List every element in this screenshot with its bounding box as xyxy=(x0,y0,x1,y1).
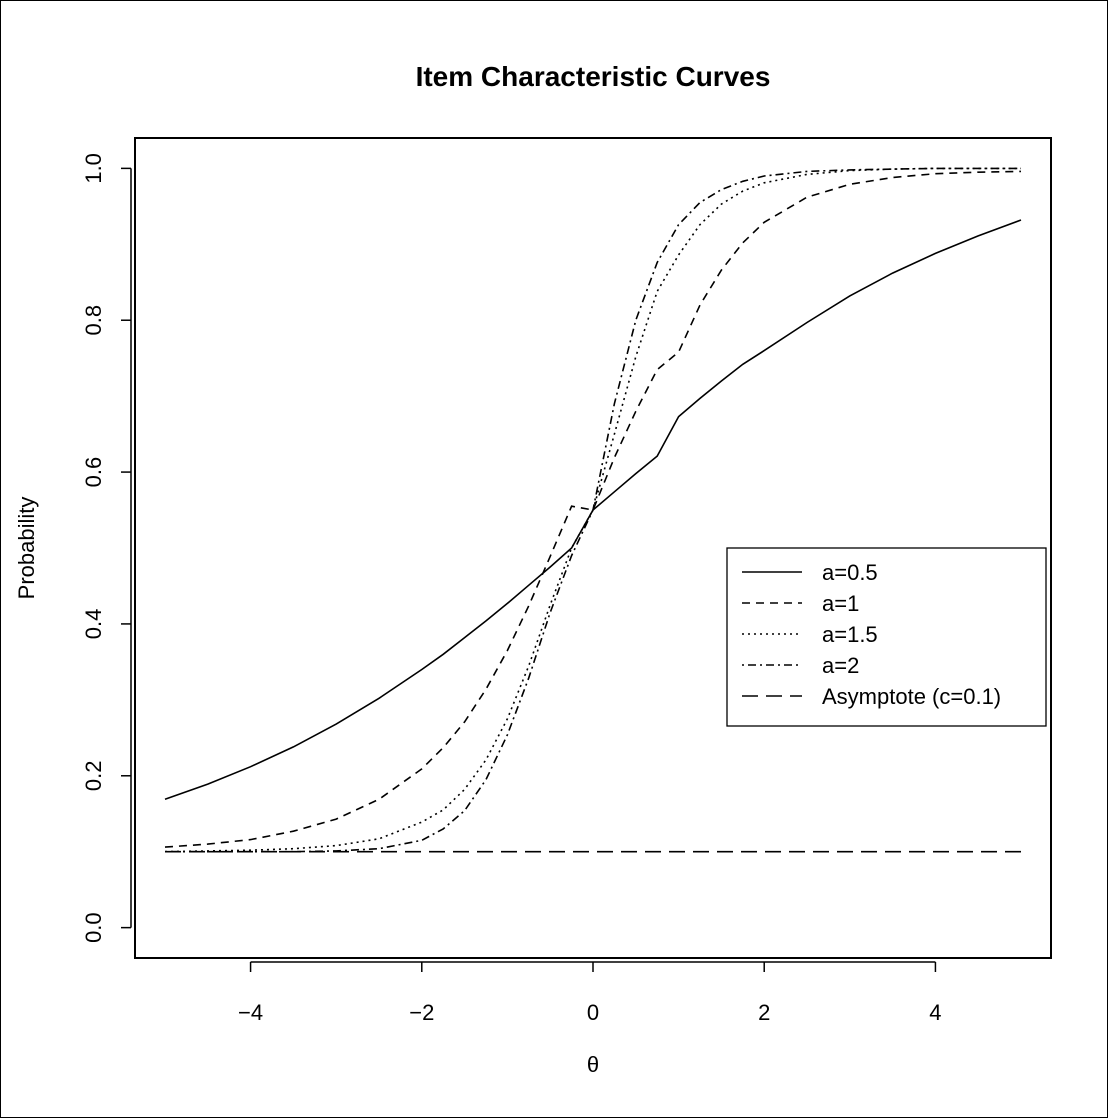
x-tick-label: 2 xyxy=(758,1000,770,1025)
chart-title: Item Characteristic Curves xyxy=(416,61,771,92)
y-axis-title: Probability xyxy=(14,497,39,600)
y-tick-label: 0.0 xyxy=(81,912,106,943)
y-axis: 0.0 0.2 0.4 0.6 0.8 1.0 xyxy=(81,153,131,943)
x-axis: −4 −2 0 2 4 xyxy=(238,962,942,1025)
y-tick-label: 1.0 xyxy=(81,153,106,184)
legend-label: a=0.5 xyxy=(822,560,878,585)
legend-label: Asymptote (c=0.1) xyxy=(822,684,1001,709)
series-line-3 xyxy=(165,168,1021,851)
legend-label: a=1 xyxy=(822,591,859,616)
legend-label: a=2 xyxy=(822,653,859,678)
legend-label: a=1.5 xyxy=(822,622,878,647)
x-tick-label: −4 xyxy=(238,1000,263,1025)
y-tick-label: 0.2 xyxy=(81,760,106,791)
y-tick-label: 0.6 xyxy=(81,457,106,488)
y-tick-label: 0.4 xyxy=(81,609,106,640)
x-tick-label: 0 xyxy=(587,1000,599,1025)
x-axis-title: θ xyxy=(587,1052,599,1077)
series-group xyxy=(165,168,1021,851)
x-tick-label: −2 xyxy=(409,1000,434,1025)
x-tick-label: 4 xyxy=(929,1000,941,1025)
legend: a=0.5 a=1 a=1.5 a=2 Asymptote (c=0.1) xyxy=(727,548,1046,726)
y-tick-label: 0.8 xyxy=(81,305,106,336)
